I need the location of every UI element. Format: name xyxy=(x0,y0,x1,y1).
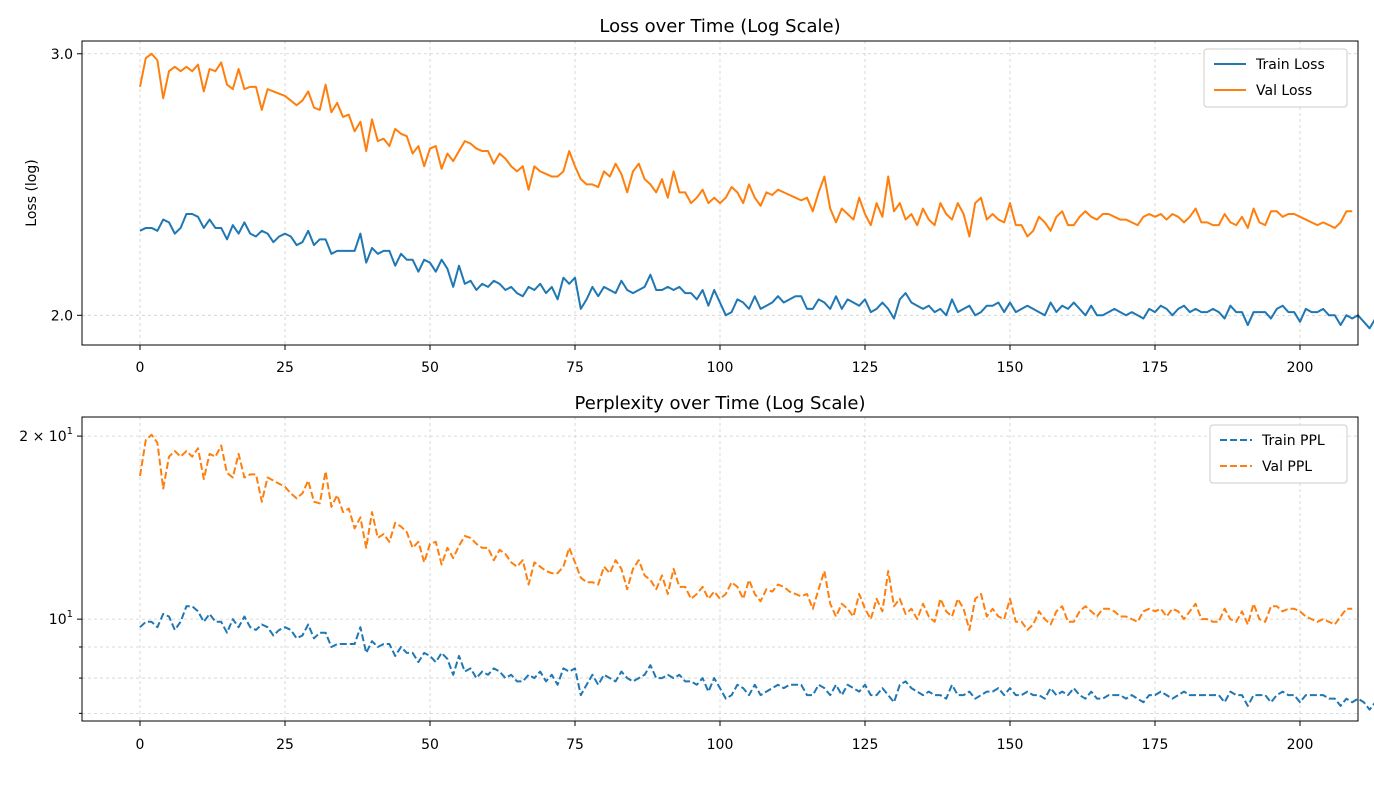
x-tick-label: 150 xyxy=(997,737,1024,753)
x-tick-label: 175 xyxy=(1142,737,1169,753)
x-tick-label: 200 xyxy=(1287,737,1314,753)
x-tick-label: 50 xyxy=(421,737,439,753)
loss-chart: Loss over Time (Log Scale) Loss (log) 0 25 5… xyxy=(24,16,1374,376)
x-tick-label: 50 xyxy=(421,360,439,376)
chart-title: Perplexity over Time (Log Scale) xyxy=(575,393,866,414)
y-tick-label: 3.0 xyxy=(51,47,73,63)
x-tick-label: 100 xyxy=(707,737,734,753)
legend-label: Train Loss xyxy=(1255,57,1325,73)
legend: Train PPL Val PPL xyxy=(1209,424,1348,484)
series-line-val-ppl xyxy=(139,433,1353,631)
x-tick-label: 150 xyxy=(997,360,1024,376)
x-tick-label: 0 xyxy=(136,360,145,376)
x-tick-label: 200 xyxy=(1287,360,1314,376)
y-tick-label: 2.0 xyxy=(51,308,73,324)
x-tick-label: 125 xyxy=(852,737,879,753)
series-line-val-loss xyxy=(139,52,1353,238)
legend-label: Val Loss xyxy=(1256,83,1312,99)
x-tick-label: 100 xyxy=(707,360,734,376)
series-line-train-ppl xyxy=(139,605,1374,711)
x-tick-label: 0 xyxy=(136,737,145,753)
plot-frame xyxy=(81,416,1359,722)
x-tick-label: 75 xyxy=(566,360,584,376)
x-tick-label: 75 xyxy=(566,737,584,753)
legend: Train Loss Val Loss xyxy=(1203,48,1348,108)
legend-label: Train PPL xyxy=(1261,433,1325,449)
y-axis-label: Loss (log) xyxy=(24,159,40,226)
x-tick-label: 25 xyxy=(276,737,294,753)
y-tick-label: 2 × 101 xyxy=(19,426,73,445)
chart-title: Loss over Time (Log Scale) xyxy=(599,16,840,37)
plot-frame xyxy=(81,40,1359,346)
x-tick-label: 125 xyxy=(852,360,879,376)
legend-label: Val PPL xyxy=(1262,459,1312,475)
x-tick-label: 25 xyxy=(276,360,294,376)
x-tick-label: 175 xyxy=(1142,360,1169,376)
perplexity-chart: Perplexity over Time (Log Scale) 0 25 50 75 1… xyxy=(19,393,1374,753)
series-line-train-loss xyxy=(139,213,1374,330)
